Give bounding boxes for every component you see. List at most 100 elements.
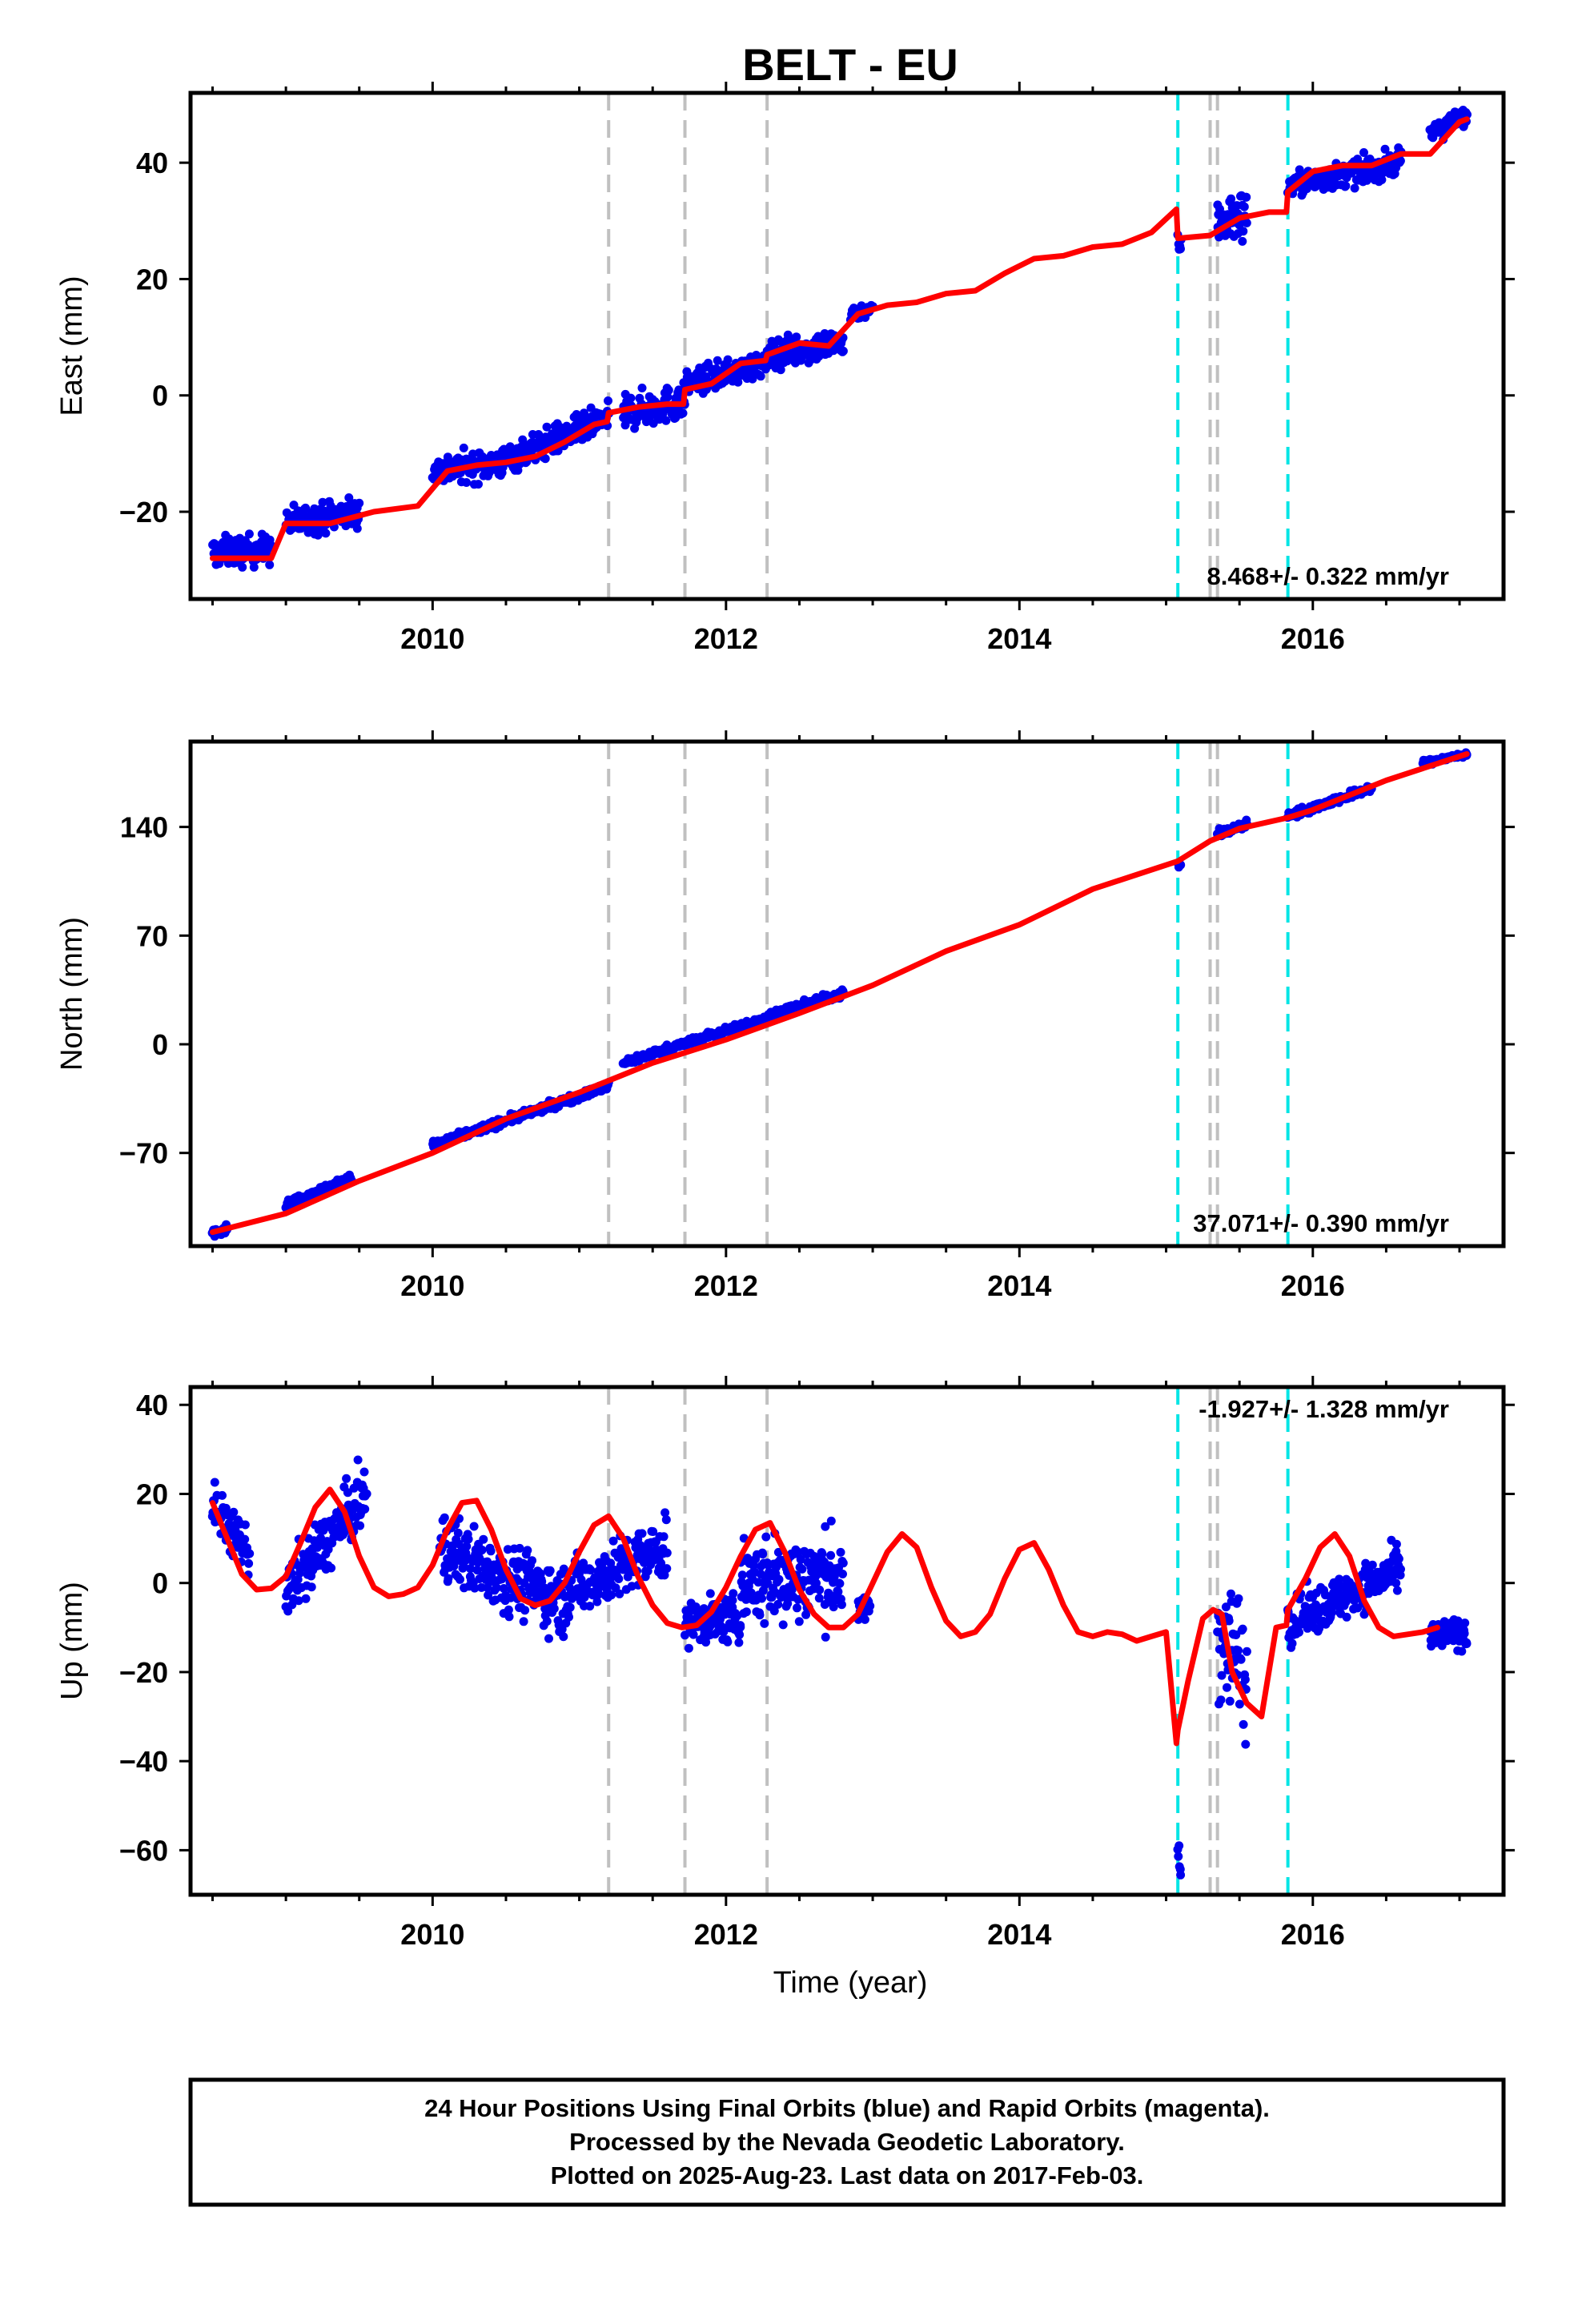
up-data-point — [1460, 1629, 1469, 1638]
up-y-tick-label: −20 — [119, 1656, 168, 1689]
up-data-point — [660, 1570, 669, 1580]
up-data-point — [221, 1503, 231, 1513]
up-data-point — [793, 1603, 801, 1613]
north-axes-frame — [188, 739, 1506, 1248]
up-data-point — [1361, 1558, 1371, 1568]
up-data-point — [734, 1638, 744, 1647]
up-data-point — [1239, 1719, 1248, 1729]
east-data-point — [321, 529, 331, 538]
east-data-point — [1395, 156, 1405, 166]
up-data-point — [519, 1617, 528, 1626]
up-data-point — [838, 1570, 847, 1578]
east-data-point — [352, 524, 362, 533]
up-data-point — [301, 1594, 311, 1603]
up-data-point — [440, 1513, 449, 1522]
east-data-points — [208, 106, 1472, 572]
up-data-point — [797, 1564, 807, 1574]
up-data-point — [746, 1588, 756, 1598]
up-data-point — [469, 1522, 479, 1531]
east-data-point — [664, 385, 673, 395]
up-data-point — [1174, 1841, 1184, 1851]
up-data-point — [689, 1630, 698, 1639]
up-data-point — [307, 1582, 316, 1592]
up-data-point — [1225, 1696, 1235, 1706]
east-data-point — [215, 559, 224, 569]
up-data-point — [824, 1588, 833, 1598]
up-data-point — [453, 1528, 463, 1538]
up-data-point — [542, 1617, 552, 1626]
up-data-point — [545, 1566, 555, 1575]
east-data-point — [626, 393, 636, 403]
north-data-points — [207, 748, 1472, 1241]
north-plot-area — [207, 742, 1472, 1246]
x-axis-label: Time (year) — [773, 1966, 928, 2000]
up-data-point — [240, 1520, 250, 1530]
up-data-point — [821, 1632, 830, 1642]
up-data-point — [812, 1578, 821, 1588]
up-data-point — [362, 1489, 371, 1498]
up-data-point — [1453, 1616, 1463, 1626]
east-data-point — [1176, 244, 1185, 254]
up-data-point — [456, 1574, 464, 1584]
up-data-point — [662, 1564, 672, 1574]
up-data-point — [218, 1490, 227, 1500]
up-data-point — [504, 1605, 513, 1614]
up-data-point — [1367, 1560, 1377, 1570]
east-axes-frame — [188, 90, 1506, 601]
east-data-point — [355, 498, 364, 508]
up-data-point — [755, 1610, 765, 1620]
east-data-point — [723, 355, 733, 364]
east-x-tick-label: 2010 — [400, 622, 464, 655]
up-data-point — [210, 1478, 219, 1487]
up-data-point — [719, 1627, 729, 1637]
up-data-point — [294, 1596, 303, 1606]
up-data-point — [240, 1534, 250, 1544]
north-x-tick-label: 2012 — [694, 1269, 758, 1302]
up-data-point — [1391, 1539, 1401, 1549]
up-model-curve — [210, 1486, 1440, 1747]
up-data-point — [544, 1634, 553, 1643]
up-data-point — [729, 1589, 738, 1598]
up-data-point — [661, 1515, 671, 1525]
up-data-point — [359, 1467, 369, 1477]
east-data-point — [249, 562, 259, 572]
north-model-curve — [210, 751, 1470, 1236]
east-panel: 2010 2012 2014 2016 −20 0 20 40 East (mm) 8.468+/… — [55, 82, 1515, 655]
up-data-point — [1223, 1683, 1231, 1692]
up-data-point — [477, 1546, 487, 1554]
up-data-point — [815, 1585, 825, 1594]
up-data-point — [723, 1637, 733, 1647]
up-data-point — [1224, 1616, 1234, 1626]
up-data-point — [1457, 1647, 1467, 1656]
up-data-point — [1242, 1647, 1251, 1656]
up-data-point — [586, 1566, 596, 1575]
up-data-point — [244, 1558, 254, 1568]
east-data-point — [1359, 148, 1368, 157]
up-x-tick-label: 2014 — [987, 1918, 1051, 1951]
up-data-point — [1238, 1624, 1247, 1634]
east-data-point — [1380, 144, 1390, 154]
north-y-tick-label: 0 — [152, 1028, 168, 1061]
up-data-point — [340, 1527, 350, 1537]
up-axes-frame — [188, 1385, 1506, 1897]
east-data-point — [244, 529, 254, 539]
up-data-point — [486, 1546, 496, 1556]
up-data-point — [1216, 1695, 1226, 1705]
east-rate-label: 8.468+/- 0.322 mm/yr — [1207, 562, 1449, 590]
up-data-point — [1460, 1618, 1470, 1628]
up-data-point — [796, 1554, 805, 1564]
up-data-point — [520, 1606, 530, 1615]
up-data-point — [1327, 1608, 1337, 1617]
east-data-point — [459, 443, 468, 452]
east-data-point — [462, 478, 472, 487]
up-data-point — [283, 1606, 293, 1616]
east-data-point — [756, 372, 765, 381]
up-data-point — [316, 1534, 325, 1542]
north-x-tick-label: 2016 — [1281, 1269, 1345, 1302]
east-data-point — [265, 560, 275, 569]
east-model-curve — [210, 116, 1470, 561]
east-data-point — [474, 480, 483, 489]
east-data-point — [792, 332, 801, 342]
east-data-point — [783, 330, 793, 340]
